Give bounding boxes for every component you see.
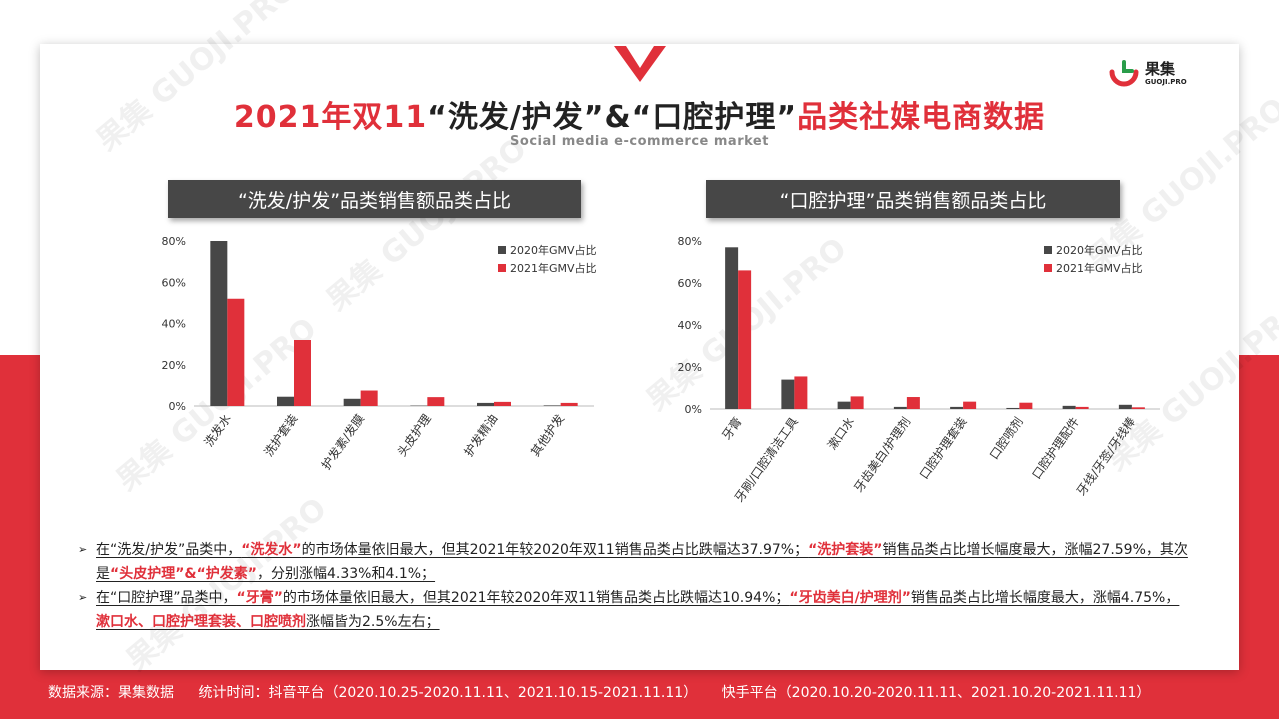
legend-label: 2020年GMV占比 (510, 243, 597, 257)
legend-swatch (1044, 246, 1052, 254)
x-tick-label: 洗护套装 (261, 412, 300, 459)
x-tick-label: 牙膏 (719, 414, 745, 442)
bar-2021 (738, 270, 752, 409)
note-highlight: 漱口水、口腔护理套装、口腔喷剂 (96, 614, 306, 630)
x-tick-label: 护发精油 (461, 411, 501, 459)
x-tick-label: 其他护发 (527, 411, 567, 459)
legend-swatch (1044, 264, 1052, 272)
legend-label: 2021年GMV占比 (1056, 261, 1143, 275)
x-tick-label: 洗发水 (201, 411, 234, 449)
note-text: 在“洗发/护发”品类中，“洗发水”的市场体量依旧最大，但其2021年较2020年… (96, 538, 1188, 586)
bar-2020 (950, 406, 964, 409)
note-highlight: “牙膏” (236, 590, 283, 606)
note-segment: 销售品类占比增长幅度最大，涨幅27.59%，其次是 (96, 542, 1188, 582)
x-tick-label: 牙齿美白/护理剂 (851, 414, 914, 495)
y-tick-label: 20% (162, 359, 186, 372)
note-item: ➢ 在“洗发/护发”品类中，“洗发水”的市场体量依旧最大，但其2021年较2020… (78, 538, 1188, 586)
brand-sub: GUOJI.PRO (1145, 78, 1187, 86)
legend-label: 2020年GMV占比 (1056, 243, 1143, 257)
analysis-notes: ➢ 在“洗发/护发”品类中，“洗发水”的市场体量依旧最大，但其2021年较2020… (78, 538, 1188, 634)
page-subtitle: Social media e-commerce market (510, 134, 769, 149)
bar-2020 (343, 398, 361, 406)
y-tick-label: 60% (162, 276, 186, 289)
bar-2021 (794, 376, 808, 409)
brand-name: 果集 (1145, 60, 1176, 78)
bullet-arrow-icon: ➢ (78, 543, 88, 556)
y-tick-label: 40% (678, 319, 702, 332)
x-tick-label: 口腔护理配件 (1028, 414, 1082, 482)
bar-2021 (1131, 407, 1145, 409)
y-tick-label: 80% (162, 235, 186, 248)
bar-2021 (360, 390, 378, 406)
right-chart-header: “口腔护理”品类销售额品类占比 (706, 180, 1120, 218)
bar-2020 (1118, 404, 1132, 409)
left-chart-header: “洗发/护发”品类销售额品类占比 (168, 180, 581, 218)
bar-2020 (543, 405, 561, 406)
bar-2020 (277, 396, 294, 406)
bar-2021 (963, 401, 977, 409)
note-segment: 在“口腔护理”品类中， (96, 590, 237, 606)
bar-2020 (210, 241, 228, 406)
left-bar-chart: 0% 20% 40% 60% 80% 洗发水 洗护套装 护发素/发膜 头皮护理 护发精油 其他护发 2… (162, 235, 597, 472)
note-segment: 在“洗发/护发”品类中， (96, 542, 242, 558)
bar-2020 (893, 406, 907, 409)
v-chevron-icon (614, 46, 666, 82)
bar-2020 (477, 402, 494, 406)
x-tick-label: 牙刷/口腔清洁工具 (731, 414, 801, 505)
note-highlight: “牙齿美白/护理剂” (789, 590, 911, 606)
footer-period-kuaishou: 快手平台（2020.10.20-2020.11.11、2021.10.20-20… (721, 685, 1151, 701)
brand-logo: 果集 GUOJI.PRO (1108, 58, 1187, 90)
bar-2021 (427, 397, 445, 406)
bar-2020 (781, 379, 795, 409)
note-segment: 的市场体量依旧最大，但其2021年较2020年双11销售品类占比跌幅达10.94… (282, 590, 790, 606)
footer-source: 数据来源：果集数据 (48, 685, 174, 701)
y-tick-label: 0% (169, 400, 186, 413)
x-tick-label: 牙线/牙签/牙线棒 (1073, 414, 1138, 498)
bar-2021 (227, 298, 245, 406)
bullet-arrow-icon: ➢ (78, 591, 88, 604)
brand-logo-icon (1109, 60, 1139, 87)
x-tick-label: 口腔喷剂 (986, 414, 1026, 462)
bar-2021 (1075, 406, 1089, 409)
note-text: 在“口腔护理”品类中，“牙膏”的市场体量依旧最大，但其2021年较2020年双1… (96, 586, 1188, 634)
bar-2021 (494, 401, 511, 406)
note-segment: 涨幅皆为2.5%左右； (306, 614, 440, 630)
title-categories: “洗发/护发”&“口腔护理” (427, 100, 798, 135)
title-tail: 品类社媒电商数据 (797, 100, 1046, 135)
note-highlight: “洗发水” (241, 542, 302, 558)
page-title: 2021年双11“洗发/护发”&“口腔护理”品类社媒电商数据 (0, 92, 1279, 136)
bar-2020 (725, 247, 739, 409)
x-tick-label: 头皮护理 (395, 412, 434, 459)
x-tick-label: 口腔护理套装 (916, 414, 970, 482)
y-tick-label: 20% (678, 361, 702, 374)
bar-2020 (1006, 407, 1020, 409)
note-segment: ，分别涨幅4.33%和4.1%； (257, 566, 436, 582)
bar-2020 (1062, 405, 1076, 409)
y-tick-label: 40% (162, 318, 186, 331)
x-tick-label: 漱口水 (825, 415, 857, 453)
note-item: ➢ 在“口腔护理”品类中，“牙膏”的市场体量依旧最大，但其2021年较2020年双… (78, 586, 1188, 634)
y-tick-label: 60% (678, 277, 702, 290)
y-tick-label: 80% (678, 235, 702, 248)
footer-period-douyin: 统计时间：抖音平台（2020.10.25-2020.11.11、2021.10.… (198, 685, 698, 701)
legend-label: 2021年GMV占比 (510, 261, 597, 275)
y-tick-label: 0% (685, 403, 702, 416)
bar-2021 (850, 396, 864, 409)
bar-2021 (560, 402, 578, 406)
bar-2021 (906, 397, 920, 409)
bar-2021 (294, 340, 311, 406)
title-year: 2021年双11 (233, 100, 428, 135)
note-highlight: “头皮护理”&“护发素” (110, 566, 258, 582)
legend-swatch (498, 246, 506, 254)
note-segment: 的市场体量依旧最大，但其2021年较2020年双11销售品类占比跌幅达37.97… (301, 542, 809, 558)
footer: 数据来源：果集数据 统计时间：抖音平台（2020.10.25-2020.11.1… (48, 682, 1168, 702)
note-highlight: “洗护套装” (808, 542, 883, 558)
bar-2021 (1019, 402, 1033, 409)
bar-2020 (837, 401, 851, 409)
x-tick-label: 护发素/发膜 (318, 411, 367, 472)
note-segment: 销售品类占比增长幅度最大，涨幅4.75%， (910, 590, 1180, 606)
legend-swatch (498, 264, 506, 272)
